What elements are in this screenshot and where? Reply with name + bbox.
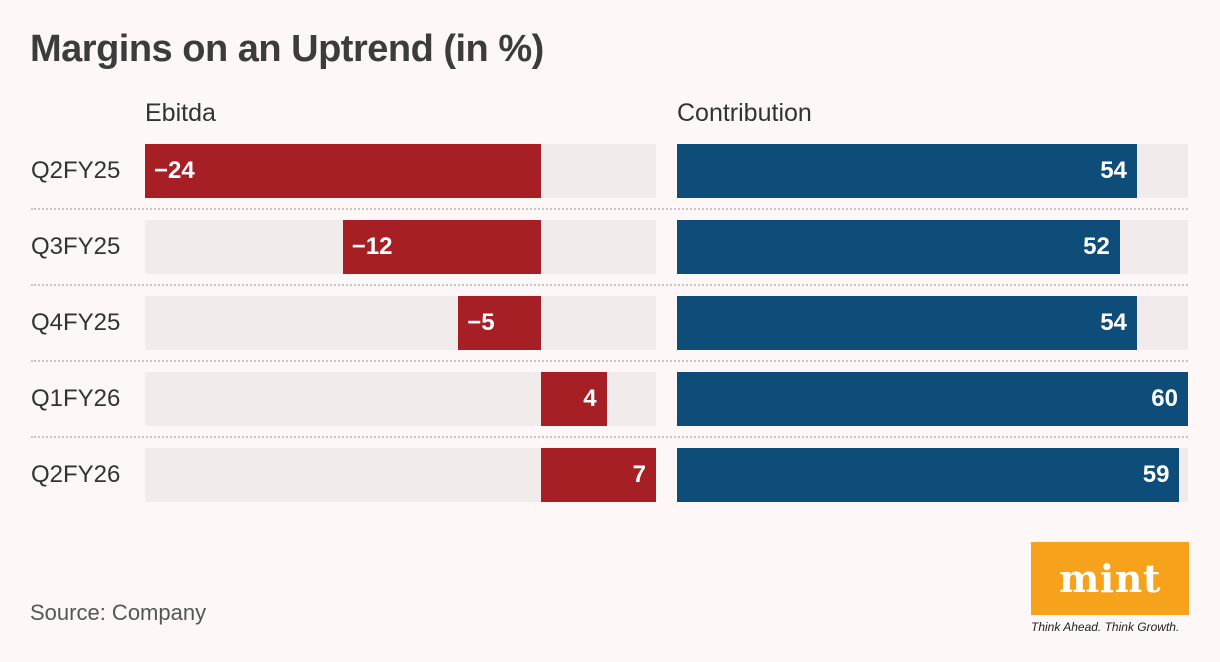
source-note: Source: Company (30, 600, 207, 625)
contribution-value-label: 54 (1100, 309, 1127, 336)
ebitda-bar (540, 448, 656, 502)
ebitda-track (145, 296, 656, 350)
contribution-bar (677, 220, 1120, 274)
contribution-value-label: 52 (1083, 233, 1110, 260)
ebitda-panel-label: Ebitda (145, 99, 216, 127)
contribution-bar (677, 296, 1137, 350)
contribution-bar (677, 144, 1137, 198)
logo-wordmark: mint (1059, 556, 1161, 601)
contribution-value-label: 60 (1151, 385, 1178, 412)
category-label: Q3FY25 (31, 233, 121, 260)
ebitda-bar (540, 372, 607, 426)
ebitda-bar (342, 220, 541, 274)
chart-title: Margins on an Uptrend (in %) (30, 28, 544, 70)
contribution-value-label: 54 (1100, 157, 1127, 184)
ebitda-value-label: 7 (632, 461, 646, 488)
contribution-panel-label: Contribution (677, 99, 812, 127)
row-separator (31, 208, 1188, 210)
contribution-bar (677, 448, 1180, 502)
contribution-bar (677, 372, 1188, 426)
logo-tagline: Think Ahead. Think Growth. (1031, 620, 1180, 634)
contribution-value-label: 59 (1142, 461, 1170, 488)
category-label: Q2FY25 (31, 157, 121, 184)
category-label: Q4FY25 (31, 309, 121, 336)
ebitda-bar (145, 144, 541, 198)
ebitda-value-label: −5 (467, 309, 495, 336)
ebitda-value-label: −24 (154, 157, 195, 184)
row-separator (31, 360, 1188, 362)
ebitda-value-label: 4 (583, 385, 597, 412)
row-separator (31, 284, 1188, 286)
ebitda-bar (458, 296, 541, 350)
row-separator (31, 436, 1188, 438)
category-label: Q2FY26 (31, 461, 121, 488)
category-label: Q1FY26 (31, 385, 121, 412)
mint-logo: mint (1031, 542, 1189, 615)
ebitda-value-label: −12 (351, 233, 393, 260)
